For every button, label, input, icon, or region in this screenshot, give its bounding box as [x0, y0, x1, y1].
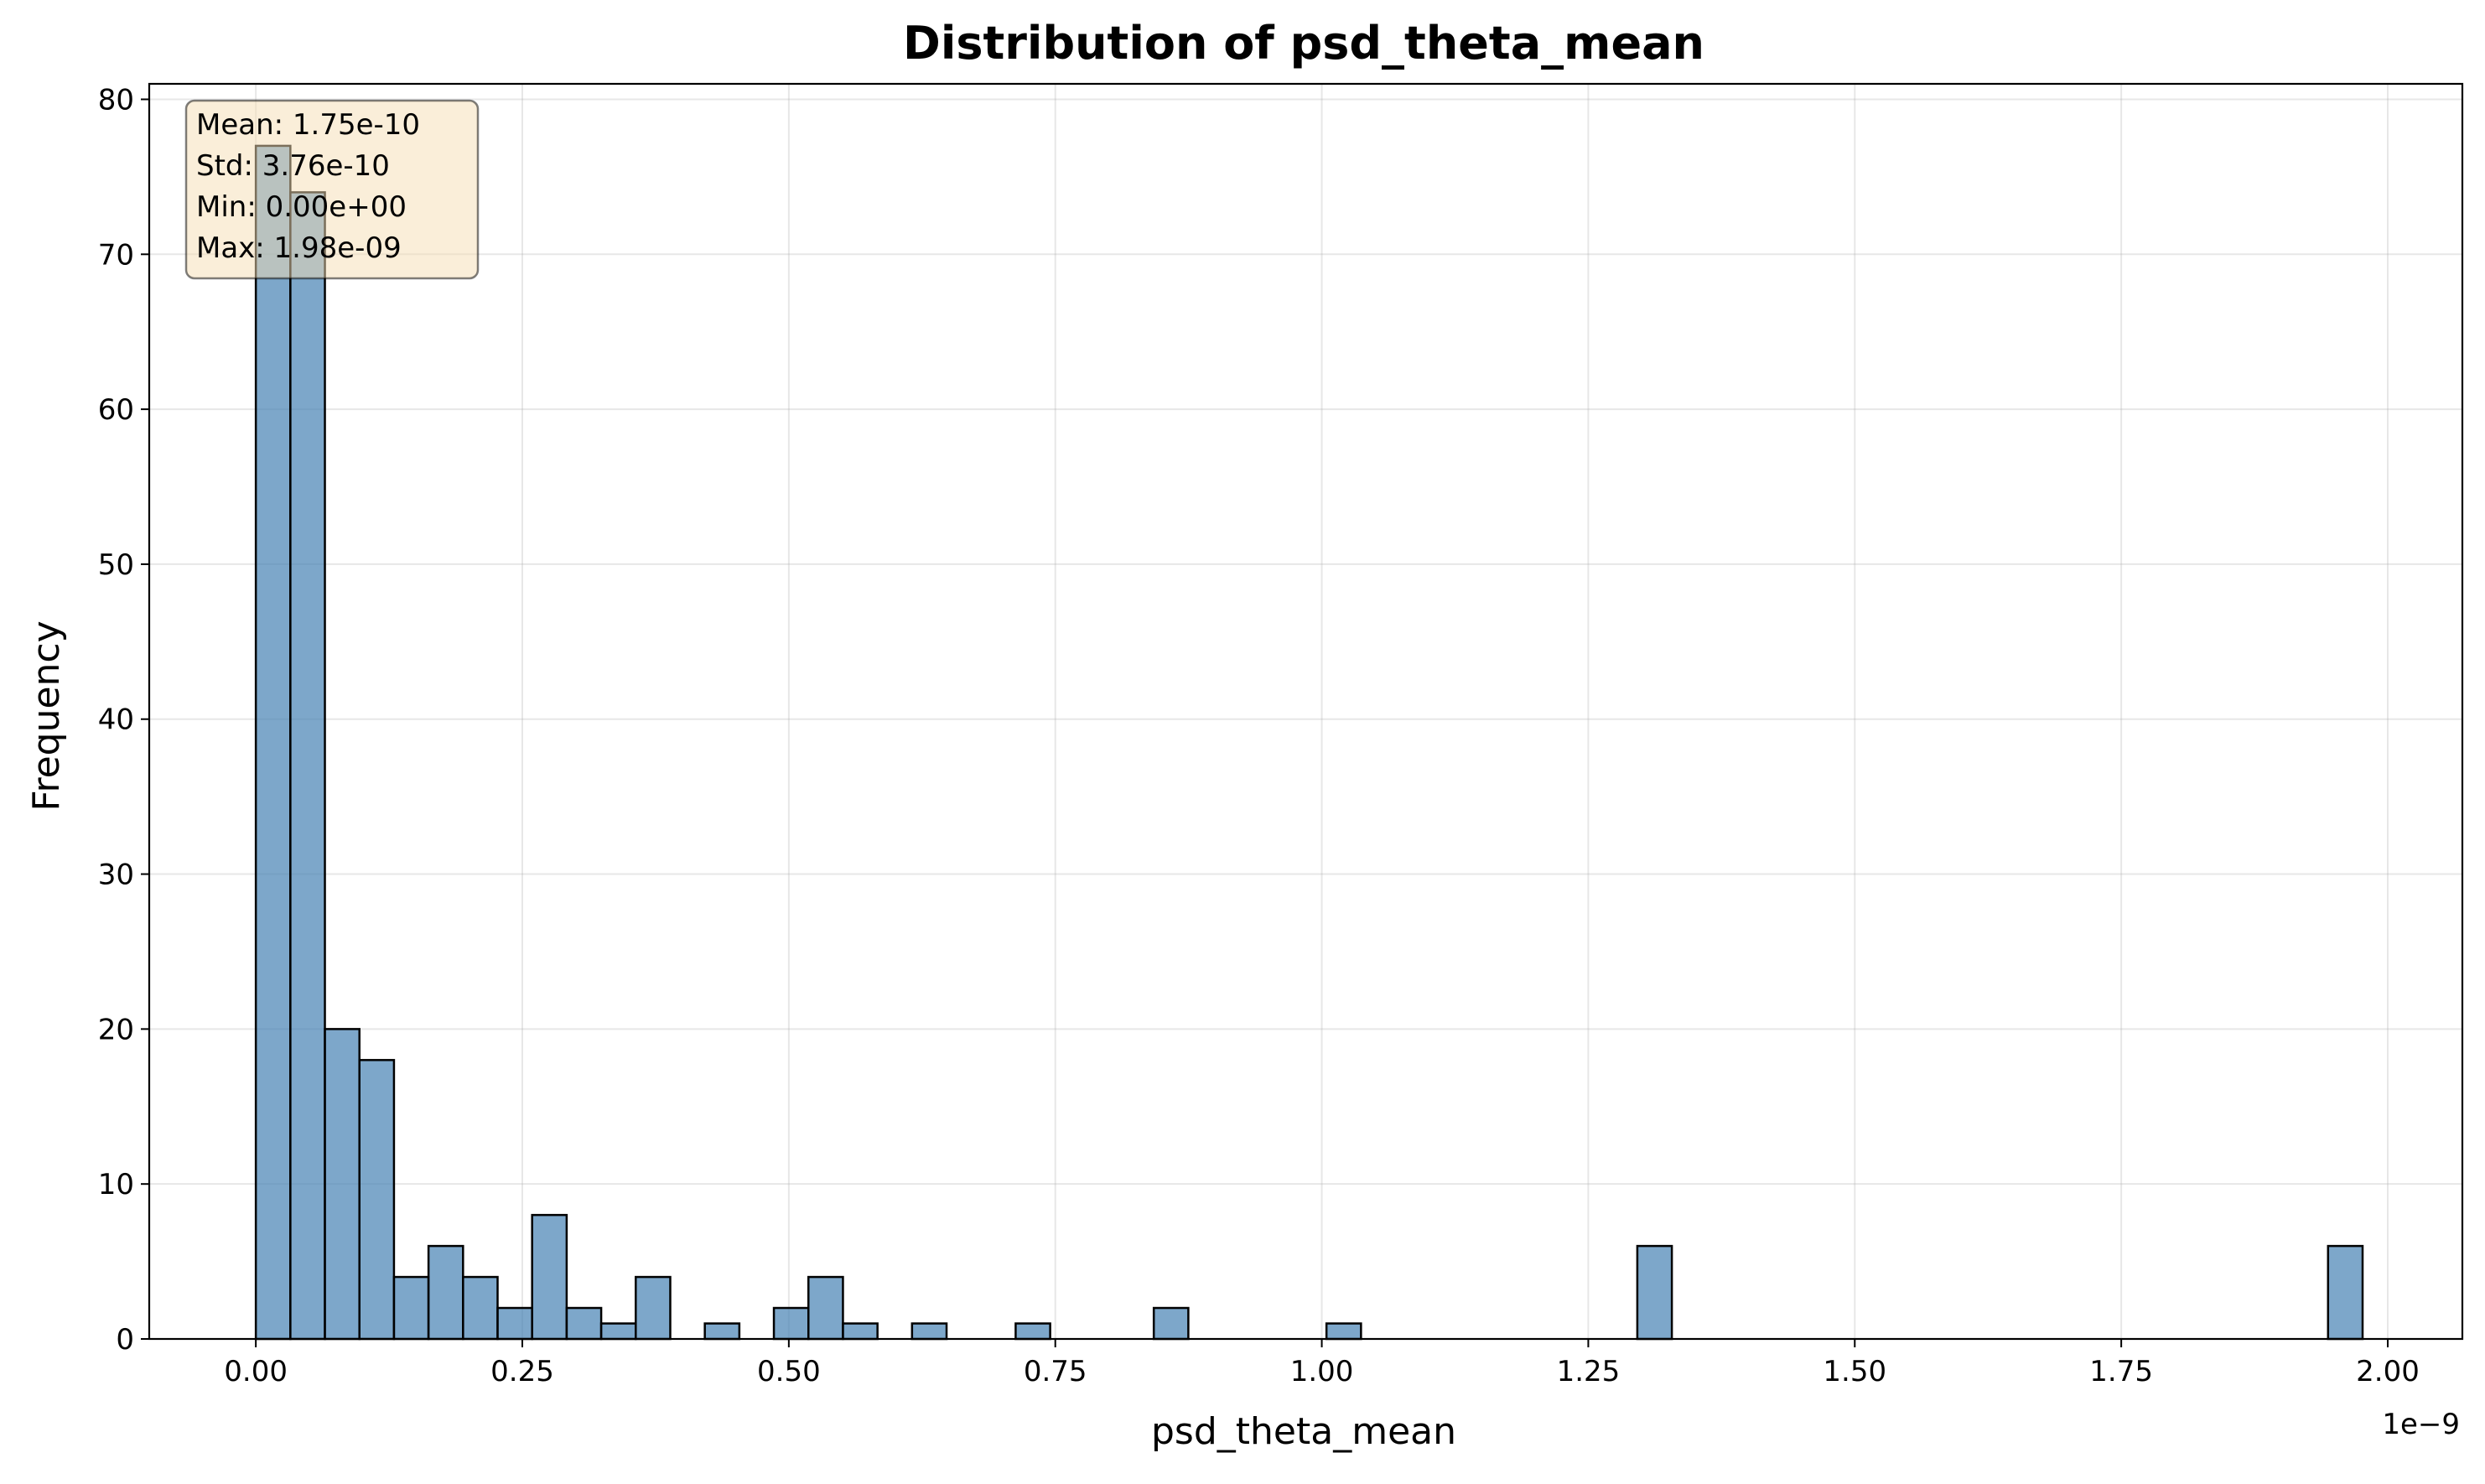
histogram-bars — [254, 144, 2364, 1341]
x-tick-label: 1.00 — [1290, 1355, 1354, 1388]
x-tick-label: 1.50 — [1823, 1355, 1886, 1388]
stats-max: Max: 1.98e-09 — [196, 231, 402, 265]
x-axis-offset-label: 1e−9 — [2382, 1408, 2460, 1441]
x-axis-label: psd_theta_mean — [1151, 1410, 1456, 1453]
histogram-bar — [462, 1275, 499, 1341]
histogram-bar — [254, 144, 292, 1341]
y-tick-label: 30 — [98, 859, 134, 892]
histogram-bar — [392, 1275, 430, 1341]
histogram-bar — [1014, 1322, 1051, 1341]
histogram-bar — [2327, 1244, 2364, 1341]
y-axis-ticks: 0 10 20 30 40 50 60 70 80 — [98, 83, 149, 1357]
y-tick-label: 70 — [98, 238, 134, 272]
histogram-bar — [565, 1306, 603, 1341]
x-axis-ticks: 0.00 0.25 0.50 0.75 1.00 1.25 1.50 1.75 2.00 — [224, 1339, 2420, 1388]
y-tick-label: 60 — [98, 393, 134, 427]
histogram-bar — [324, 1028, 361, 1341]
histogram-bar — [1152, 1306, 1190, 1341]
x-tick-label: 0.00 — [224, 1355, 288, 1388]
x-tick-label: 1.25 — [1557, 1355, 1621, 1388]
stats-box-background — [184, 99, 480, 280]
y-tick-label: 10 — [98, 1168, 134, 1201]
histogram-bar — [910, 1322, 948, 1341]
histogram-bar — [1325, 1322, 1362, 1341]
x-tick-label: 2.00 — [2356, 1355, 2420, 1388]
histogram-bar — [807, 1275, 844, 1341]
stats-min: Min: 0.00e+00 — [196, 190, 407, 224]
y-tick-label: 0 — [116, 1323, 134, 1357]
histogram-bar — [496, 1306, 533, 1341]
histogram-bar — [358, 1059, 396, 1341]
x-tick-label: 0.25 — [490, 1355, 554, 1388]
x-tick-label: 0.75 — [1024, 1355, 1087, 1388]
stats-box: Mean: 1.75e-10 Std: 3.76e-10 Min: 0.00e+… — [184, 99, 480, 280]
y-tick-label: 50 — [98, 548, 134, 582]
histogram-bar — [635, 1275, 672, 1341]
histogram-bar — [531, 1213, 568, 1341]
histogram-bar — [1636, 1244, 1673, 1341]
y-tick-label: 80 — [98, 83, 134, 117]
histogram-bar — [599, 1322, 637, 1341]
histogram-bar — [289, 191, 326, 1341]
stats-mean: Mean: 1.75e-10 — [196, 108, 420, 142]
histogram-bar — [427, 1244, 464, 1341]
x-tick-label: 1.75 — [2089, 1355, 2153, 1388]
histogram-bar — [842, 1322, 879, 1341]
y-axis-label: Frequency — [25, 620, 68, 811]
histogram-bar — [703, 1322, 741, 1341]
histogram-bar — [772, 1306, 810, 1341]
y-tick-label: 20 — [98, 1013, 134, 1046]
plot-frame — [148, 82, 2464, 1341]
x-tick-label: 0.50 — [757, 1355, 821, 1388]
stats-std: Std: 3.76e-10 — [196, 149, 390, 183]
y-tick-label: 40 — [98, 703, 134, 737]
chart-title: Distribution of psd_theta_mean — [903, 17, 1704, 70]
